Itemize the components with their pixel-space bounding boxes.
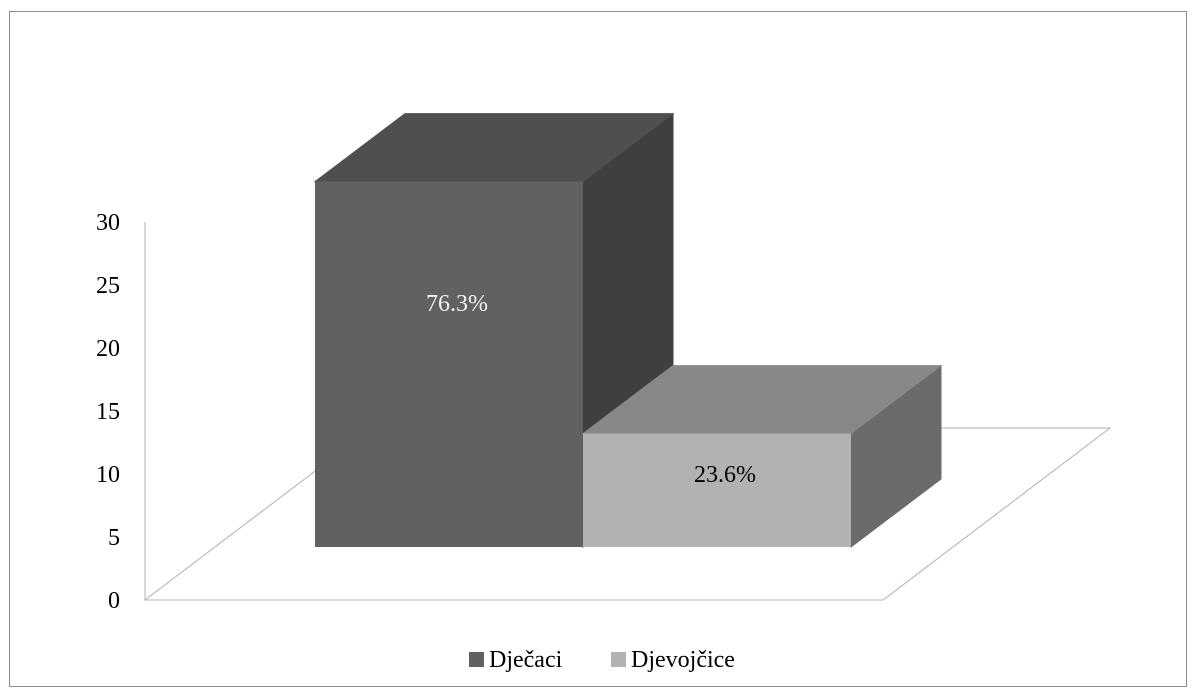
legend-swatch <box>611 652 626 667</box>
y-tick-label: 25 <box>96 273 120 299</box>
y-axis-ticks: 0 5 10 15 20 25 30 <box>96 210 120 614</box>
y-tick-label: 0 <box>108 588 120 614</box>
y-tick-label: 30 <box>96 210 120 236</box>
legend-swatch <box>469 652 484 667</box>
y-tick-label: 10 <box>96 462 120 488</box>
y-tick-label: 20 <box>96 336 120 362</box>
legend: Dječaci Djevojčice <box>469 647 735 673</box>
bar-data-label: 76.3% <box>426 291 488 317</box>
legend-label: Dječaci <box>489 647 563 673</box>
legend-label: Djevojčice <box>631 647 735 673</box>
y-tick-label: 5 <box>108 525 120 551</box>
bar-data-label: 23.6% <box>694 462 756 488</box>
y-tick-label: 15 <box>96 399 120 425</box>
bars <box>315 114 941 547</box>
bar-djevojcice <box>583 366 941 547</box>
bar-front-face <box>315 182 583 547</box>
bar-front-face <box>583 434 851 547</box>
